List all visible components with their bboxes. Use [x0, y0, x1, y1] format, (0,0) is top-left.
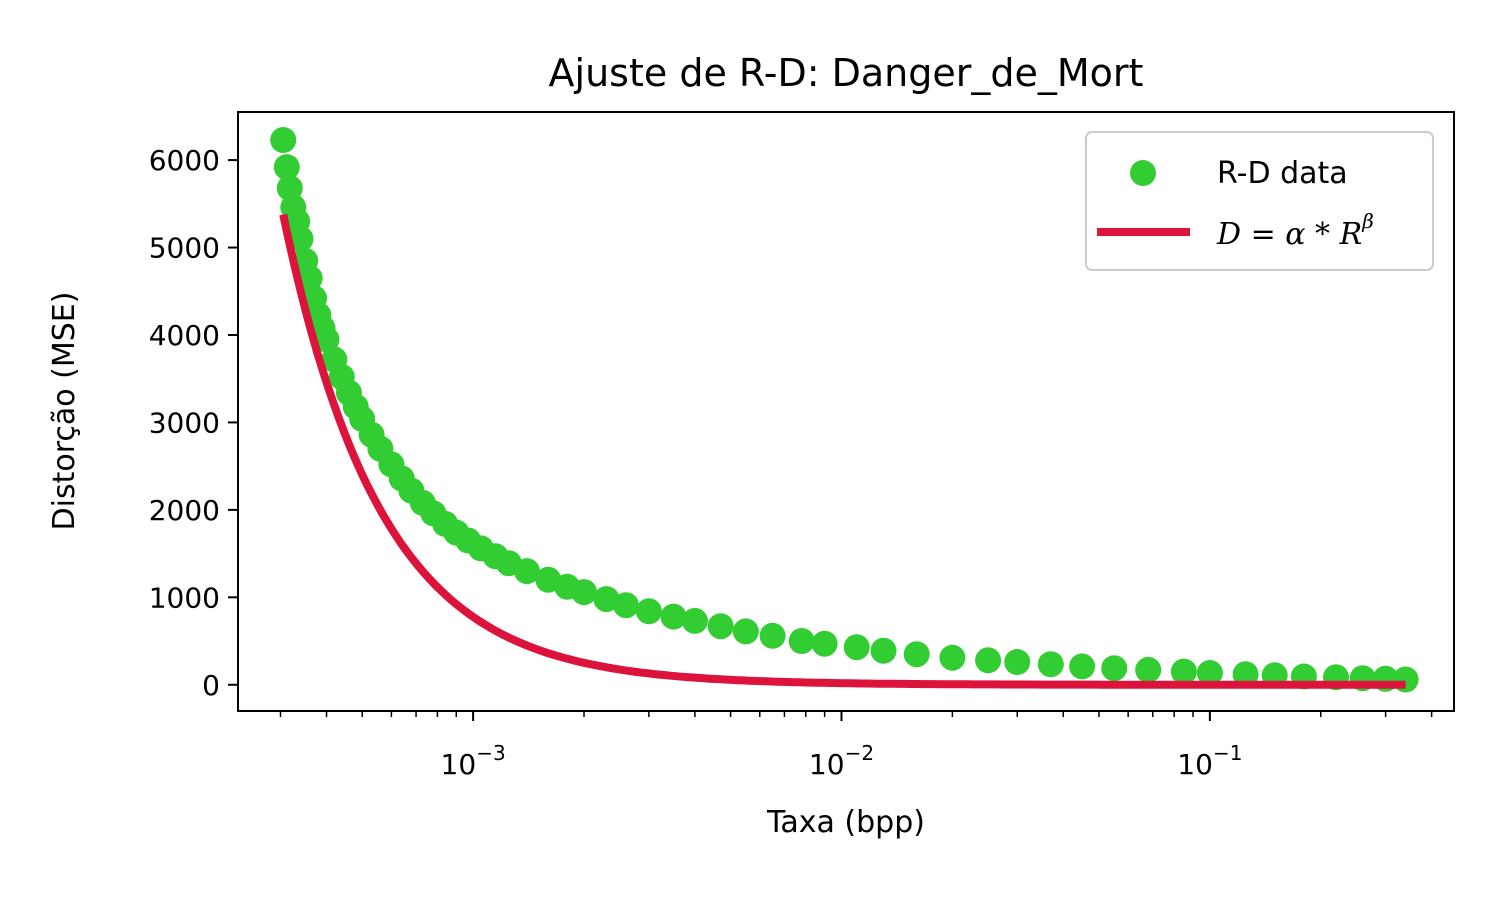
legend-scatter-marker: [1130, 160, 1156, 186]
y-tick-label: 1000: [149, 581, 220, 614]
data-point: [939, 644, 966, 671]
data-point: [732, 618, 759, 645]
data-point: [513, 558, 540, 585]
y-tick-label: 4000: [149, 319, 220, 352]
chart-title: Ajuste de R-D: Danger_de_Mort: [549, 51, 1144, 95]
data-point: [1135, 656, 1162, 683]
y-tick-label: 0: [202, 669, 220, 702]
legend: R-D data D = α * Rβ: [1085, 131, 1434, 271]
scatter-series: [270, 127, 1419, 693]
plot-frame: [237, 111, 1455, 712]
fit-line: [279, 213, 1406, 689]
y-tick-label: 5000: [149, 232, 220, 265]
data-point: [1037, 651, 1064, 678]
x-tick-label: 10−1: [1177, 741, 1242, 781]
y-tick-label: 3000: [149, 406, 220, 439]
data-point: [287, 225, 314, 252]
x-tick-label: 10−2: [809, 741, 874, 781]
data-point: [296, 265, 323, 292]
data-point: [1004, 649, 1031, 675]
data-point: [613, 592, 639, 619]
y-axis: 0 1000 2000 3000 4000 5000 6000: [149, 144, 238, 702]
y-tick-label: 6000: [149, 144, 220, 177]
x-tick-label: 10−3: [441, 741, 506, 781]
data-point: [1170, 658, 1197, 685]
legend-fit-label-exp: β: [1361, 209, 1374, 233]
data-point: [759, 622, 786, 649]
data-point: [593, 586, 620, 613]
data-point: [571, 579, 597, 606]
data-point: [660, 603, 687, 630]
y-axis-label: Distorção (MSE): [47, 292, 82, 531]
data-point: [313, 326, 340, 353]
legend-fit-label-main: D = α * R: [1216, 217, 1362, 252]
data-point: [843, 634, 870, 661]
data-point: [681, 607, 708, 634]
plot-area: [237, 111, 1455, 712]
data-point: [1196, 660, 1223, 686]
data-point: [811, 630, 838, 657]
data-point: [1069, 653, 1096, 680]
data-point: [276, 175, 303, 202]
legend-scatter-label: R-D data: [1217, 156, 1348, 191]
x-axis-label: Taxa (bpp): [766, 805, 925, 840]
data-point: [707, 613, 734, 640]
data-point: [270, 127, 297, 153]
data-point: [273, 154, 300, 181]
data-point: [788, 628, 815, 654]
data-point: [635, 598, 662, 625]
y-tick-label: 2000: [149, 494, 220, 527]
data-point: [870, 637, 897, 664]
legend-fit-label: D = α * Rβ: [1216, 209, 1374, 252]
data-point: [903, 641, 930, 668]
x-axis: 10−3 10−2 10−1: [279, 711, 1433, 781]
data-point: [1101, 655, 1128, 682]
data-point: [975, 647, 1002, 674]
